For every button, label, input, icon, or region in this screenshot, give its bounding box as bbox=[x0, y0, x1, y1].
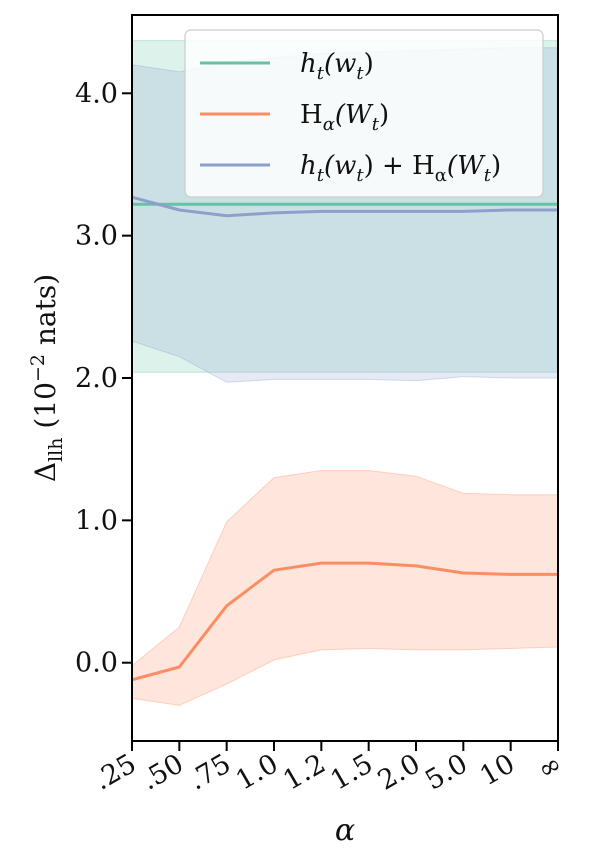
x-tick-label: 1.2 bbox=[278, 748, 331, 796]
x-tick-label: 1.0 bbox=[231, 748, 284, 796]
y-tick-label: 1.0 bbox=[75, 505, 118, 536]
legend: ht(wt) Hα(Wt) ht(wt) + Hα(Wt) bbox=[184, 29, 544, 198]
x-axis-label: α bbox=[335, 813, 355, 848]
x-tick-label: .50 bbox=[136, 748, 189, 796]
y-tick-label: 2.0 bbox=[75, 363, 118, 394]
line-series-2 bbox=[131, 561, 558, 682]
legend-label-series-3: ht(wt) + Hα(Wt) bbox=[300, 151, 501, 186]
band-series-2 bbox=[131, 470, 559, 706]
x-tick-label: 10 bbox=[475, 748, 520, 792]
x-tick-label: ∞ bbox=[533, 748, 568, 786]
legend-box bbox=[184, 29, 544, 198]
y-tick-label: 0.0 bbox=[75, 648, 118, 679]
y-axis: 0.0 1.0 2.0 3.0 4.0 bbox=[75, 78, 132, 679]
legend-label-series-1: ht(wt) bbox=[300, 49, 374, 84]
x-tick-label: 1.5 bbox=[325, 748, 378, 796]
line-series-3 bbox=[131, 195, 558, 218]
legend-label-series-2: Hα(Wt) bbox=[300, 100, 389, 135]
y-tick-label: 4.0 bbox=[75, 78, 118, 109]
y-axis-label: Δllh (10−2 nats) bbox=[27, 274, 67, 482]
x-tick-label: 5.0 bbox=[420, 748, 473, 796]
y-tick-label: 3.0 bbox=[75, 221, 118, 252]
x-tick-label: .25 bbox=[89, 748, 142, 796]
series-lines bbox=[131, 195, 558, 682]
x-tick-label: 2.0 bbox=[373, 748, 426, 796]
x-tick-label: .75 bbox=[183, 748, 236, 796]
x-axis: .25.50.751.01.21.52.05.0 10 ∞ bbox=[89, 741, 568, 797]
